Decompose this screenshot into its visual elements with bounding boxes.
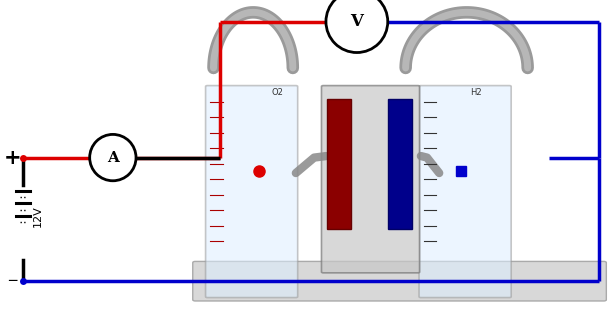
- Text: A: A: [107, 150, 119, 165]
- Text: +: +: [4, 148, 21, 167]
- Ellipse shape: [90, 134, 136, 181]
- Ellipse shape: [326, 0, 388, 53]
- FancyBboxPatch shape: [321, 86, 420, 273]
- Text: O2: O2: [271, 88, 283, 97]
- Text: V: V: [350, 13, 364, 30]
- FancyBboxPatch shape: [193, 261, 606, 301]
- FancyBboxPatch shape: [419, 86, 511, 298]
- Text: ─: ─: [8, 274, 16, 288]
- Text: 12V: 12V: [33, 205, 43, 227]
- FancyBboxPatch shape: [206, 86, 298, 298]
- Bar: [327, 99, 351, 229]
- Text: H2: H2: [470, 88, 481, 97]
- Bar: [388, 99, 412, 229]
